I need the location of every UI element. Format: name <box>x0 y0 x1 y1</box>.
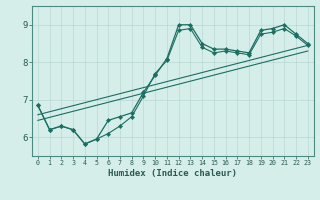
X-axis label: Humidex (Indice chaleur): Humidex (Indice chaleur) <box>108 169 237 178</box>
